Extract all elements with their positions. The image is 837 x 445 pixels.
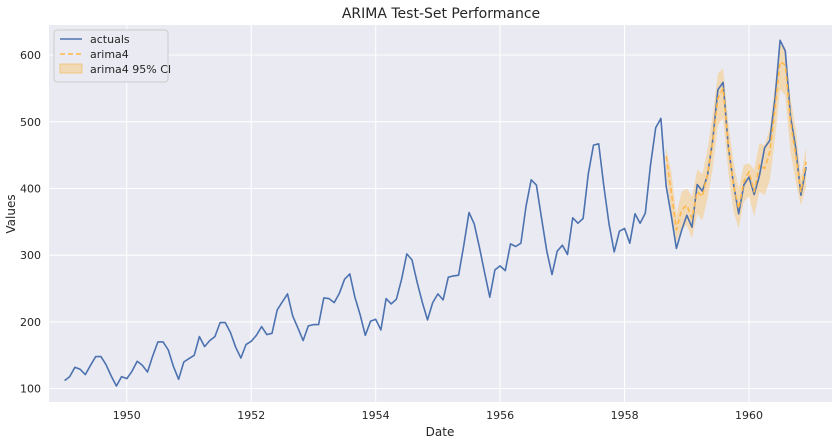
confidence-band-layer — [666, 45, 807, 242]
x-tick-label: 1950 — [113, 409, 141, 422]
x-tick-label: 1956 — [486, 409, 514, 422]
legend-label-actuals: actuals — [90, 33, 130, 46]
x-tick-labels: 1950 1952 1954 1956 1958 1960 — [113, 409, 763, 422]
y-tick-label: 200 — [20, 316, 41, 329]
legend-box — [53, 29, 169, 83]
y-tick-label: 400 — [20, 182, 41, 195]
chart-title: ARIMA Test-Set Performance — [342, 6, 540, 22]
y-axis-title: Values — [4, 194, 18, 233]
y-tick-label: 600 — [20, 49, 41, 62]
y-tick-labels: 100 200 300 400 500 600 — [20, 49, 41, 396]
x-tick-label: 1954 — [362, 409, 390, 422]
x-tick-label: 1952 — [237, 409, 265, 422]
y-tick-label: 500 — [20, 116, 41, 129]
y-tick-label: 300 — [20, 249, 41, 262]
y-tick-label: 100 — [20, 383, 41, 396]
x-tick-label: 1960 — [735, 409, 763, 422]
grid-lines — [49, 25, 832, 402]
actuals-line — [64, 39, 807, 387]
legend-label-arima4: arima4 — [90, 48, 129, 61]
legend-label-ci: arima4 95% CI — [90, 63, 171, 76]
series-layer — [64, 39, 807, 387]
arima4-forecast-line — [665, 60, 807, 231]
arima4-ci-band — [666, 45, 807, 242]
legend: actuals arima4 arima4 95% CI — [53, 29, 171, 83]
x-tick-label: 1958 — [611, 409, 639, 422]
x-axis-title: Date — [426, 425, 455, 439]
legend-ci-swatch — [59, 63, 83, 74]
